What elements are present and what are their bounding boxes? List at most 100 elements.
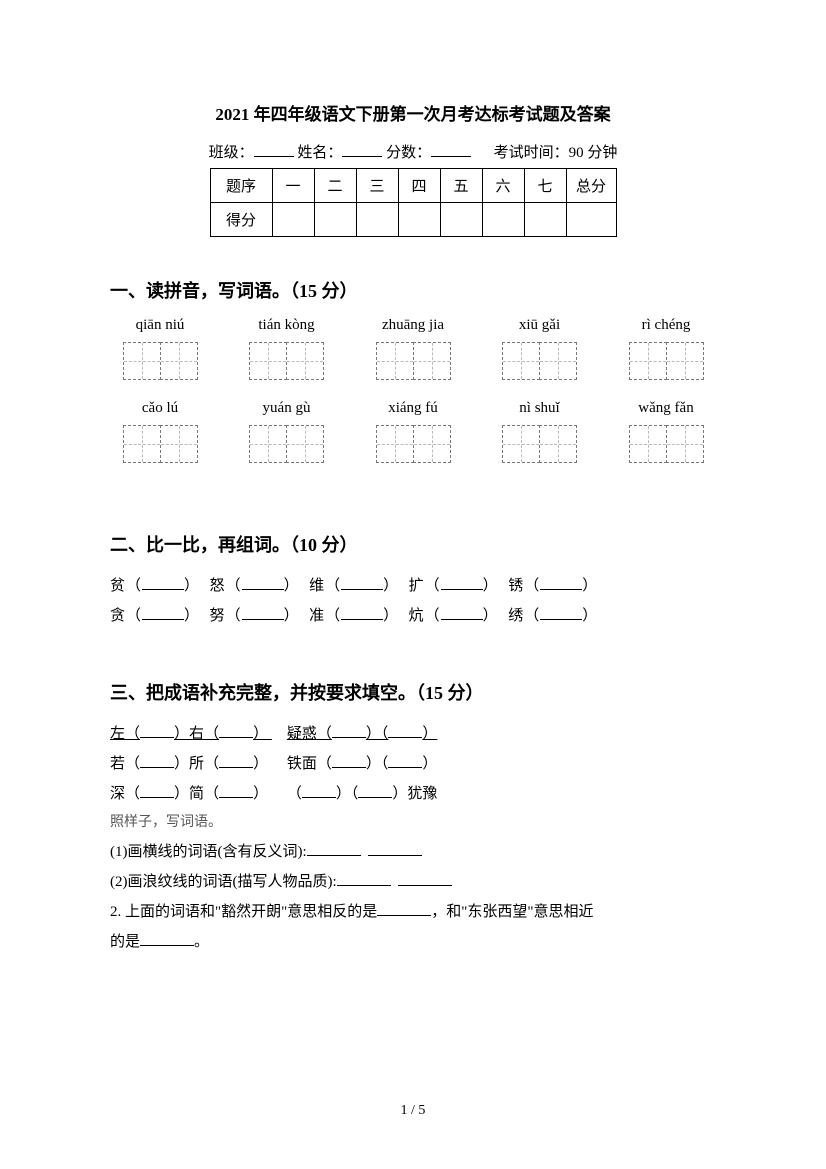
blank[interactable] (242, 619, 284, 620)
blank[interactable] (388, 767, 422, 768)
score-cell[interactable] (524, 203, 566, 237)
name-label: 姓名： (297, 145, 342, 161)
blank[interactable] (140, 737, 174, 738)
section-3-line-2: 若（）所（） 铁面（）（） (110, 749, 716, 779)
char: 维 (309, 578, 325, 594)
col-1: 一 (272, 169, 314, 203)
char: 贫 (110, 578, 126, 594)
name-blank[interactable] (342, 156, 382, 157)
char-boxes[interactable] (110, 425, 210, 463)
score-cell[interactable] (356, 203, 398, 237)
blank[interactable] (142, 619, 184, 620)
pinyin-label: qiān niú (110, 317, 210, 334)
blank[interactable] (358, 797, 392, 798)
blank[interactable] (140, 767, 174, 768)
score-blank[interactable] (431, 156, 471, 157)
blank[interactable] (332, 737, 366, 738)
char: 贪 (110, 608, 126, 624)
char-boxes[interactable] (237, 425, 337, 463)
score-cell[interactable] (566, 203, 616, 237)
section-2-heading: 二、比一比，再组词。（10 分） (110, 531, 716, 557)
col-7: 七 (524, 169, 566, 203)
blank[interactable] (140, 797, 174, 798)
pinyin-label: yuán gù (237, 400, 337, 417)
blank[interactable] (142, 589, 184, 590)
text: (2)画浪纹线的词语(描写人物品质): (110, 874, 337, 890)
char: 疑惑 (287, 726, 317, 742)
char: 扩 (409, 578, 425, 594)
section-2-line-2: 贪（） 努（） 准（） 炕（） 绣（） (110, 601, 716, 631)
col-2: 二 (314, 169, 356, 203)
char-boxes[interactable] (237, 342, 337, 380)
char: 右 (189, 726, 204, 742)
char-boxes[interactable] (490, 342, 590, 380)
text: 。 (194, 934, 209, 950)
char-boxes[interactable] (490, 425, 590, 463)
blank[interactable] (540, 619, 582, 620)
pinyin-label: rì chéng (616, 317, 716, 334)
pinyin-label: cǎo lú (110, 400, 210, 417)
score-cell[interactable] (314, 203, 356, 237)
char: 绣 (508, 608, 524, 624)
blank[interactable] (441, 589, 483, 590)
exam-time: 考试时间：90 分钟 (494, 145, 618, 161)
blank[interactable] (307, 855, 361, 856)
char-boxes[interactable] (616, 342, 716, 380)
blank[interactable] (377, 915, 431, 916)
pinyin-label: tián kòng (237, 317, 337, 334)
char-boxes[interactable] (110, 342, 210, 380)
score-table: 题序 一 二 三 四 五 六 七 总分 得分 (210, 168, 617, 237)
col-5: 五 (440, 169, 482, 203)
section-3-sub-1: (1)画横线的词语(含有反义词): (110, 837, 716, 867)
blank[interactable] (398, 885, 452, 886)
score-cell[interactable] (482, 203, 524, 237)
blank[interactable] (341, 619, 383, 620)
score-cell[interactable] (398, 203, 440, 237)
section-3-heading: 三、把成语补充完整，并按要求填空。（15 分） (110, 679, 716, 705)
score-cell[interactable] (272, 203, 314, 237)
blank[interactable] (332, 767, 366, 768)
class-blank[interactable] (254, 156, 294, 157)
pinyin-label: xiū gǎi (490, 317, 590, 334)
section-3-sub-3: 2. 上面的词语和"豁然开朗"意思相反的是，和"东张西望"意思相近 (110, 897, 716, 927)
col-3: 三 (356, 169, 398, 203)
pinyin-label: xiáng fú (363, 400, 463, 417)
char-boxes[interactable] (616, 425, 716, 463)
text: ，和"东张西望"意思相近 (431, 904, 593, 920)
score-table-score: 得分 (210, 203, 616, 237)
char-boxes[interactable] (363, 425, 463, 463)
blank[interactable] (219, 767, 253, 768)
section-1-heading: 一、读拼音，写词语。（15 分） (110, 277, 716, 303)
section-3-sub-2: (2)画浪纹线的词语(描写人物品质): (110, 867, 716, 897)
blank[interactable] (302, 797, 336, 798)
blank[interactable] (368, 855, 422, 856)
blank[interactable] (441, 619, 483, 620)
blank[interactable] (337, 885, 391, 886)
char: 深 (110, 786, 125, 802)
blank[interactable] (219, 797, 253, 798)
blank[interactable] (388, 737, 422, 738)
blank[interactable] (140, 945, 194, 946)
score-cell[interactable] (440, 203, 482, 237)
page-title: 2021 年四年级语文下册第一次月考达标考试题及答案 (110, 100, 716, 125)
pinyin-label: wǎng fǎn (616, 400, 716, 417)
char: 准 (309, 608, 325, 624)
pinyin-label: zhuāng jia (363, 317, 463, 334)
char: 所 (189, 756, 204, 772)
row-label: 题序 (210, 169, 272, 203)
char-boxes-row-2 (110, 425, 716, 463)
section-3-sub-3b: 的是。 (110, 927, 716, 957)
pinyin-row-2: cǎo lú yuán gù xiáng fú nì shuǐ wǎng fǎn (110, 400, 716, 417)
pinyin-label: nì shuǐ (490, 400, 590, 417)
page-footer: 1 / 5 (0, 1103, 826, 1119)
char: 若 (110, 756, 125, 772)
char-boxes[interactable] (363, 342, 463, 380)
info-row: 班级： 姓名： 分数： 考试时间：90 分钟 (110, 141, 716, 162)
blank[interactable] (341, 589, 383, 590)
blank[interactable] (242, 589, 284, 590)
blank[interactable] (219, 737, 253, 738)
blank[interactable] (540, 589, 582, 590)
char: 锈 (508, 578, 524, 594)
char-boxes-row-1 (110, 342, 716, 380)
char: 铁面 (287, 756, 317, 772)
